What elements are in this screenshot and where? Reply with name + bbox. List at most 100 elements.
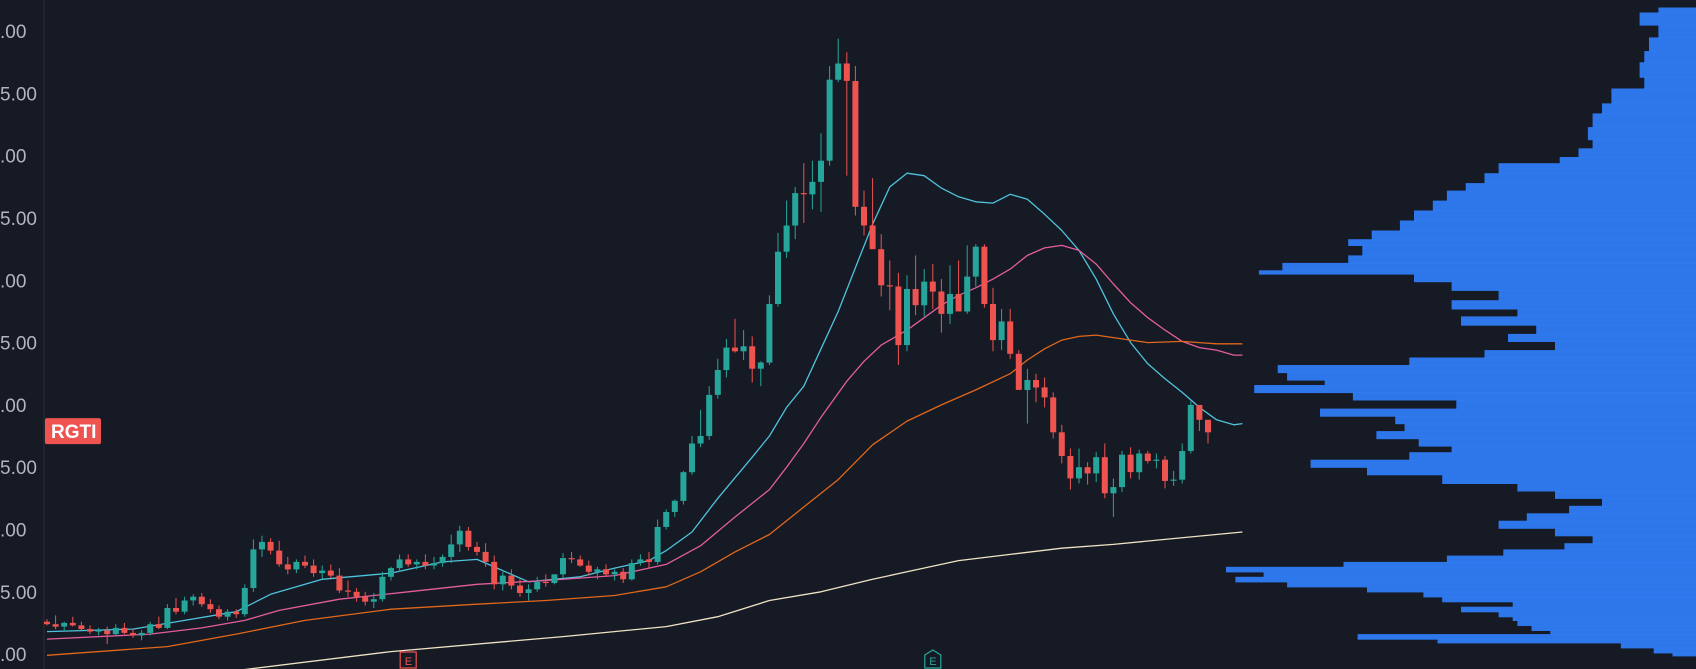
candle-body (465, 530, 472, 547)
candle (740, 330, 747, 360)
volume-profile-bar (1484, 350, 1696, 359)
candle-body (1007, 321, 1014, 354)
candle (1162, 456, 1168, 489)
candle (981, 244, 988, 308)
volume-profile-bar (1602, 103, 1696, 114)
candle (628, 559, 635, 581)
candle (783, 200, 790, 258)
candle-body (1041, 387, 1048, 398)
candle-body (697, 436, 704, 444)
candle-body (362, 596, 369, 602)
candle (947, 265, 953, 324)
candle (276, 540, 283, 567)
volume-profile-bar (1578, 148, 1696, 158)
volume-profile-bar (1644, 77, 1696, 89)
candle (456, 525, 463, 552)
candle-body (198, 596, 205, 605)
candle (964, 245, 971, 314)
candle-body (44, 621, 50, 625)
candle (147, 621, 154, 636)
candle (474, 541, 480, 556)
candle (319, 565, 326, 580)
ticker-badge[interactable]: RGTI (45, 418, 101, 445)
candle (164, 604, 171, 630)
volume-profile-bar (1498, 163, 1696, 174)
volume-profile-bar (1564, 543, 1696, 550)
candle (714, 358, 721, 399)
candle (689, 436, 695, 475)
candle (818, 133, 824, 212)
candle-body (1076, 467, 1082, 479)
candle (224, 609, 231, 621)
candle-body (861, 206, 867, 226)
candle (104, 626, 111, 645)
candle-body (52, 624, 59, 627)
candle-body (998, 321, 1005, 341)
candle-body (654, 527, 661, 562)
candle (379, 571, 386, 602)
volume-profile-bar (1404, 423, 1696, 432)
candle (130, 629, 136, 638)
candle (843, 52, 850, 176)
y-tick-label: .00 (0, 147, 26, 168)
candle (216, 605, 222, 620)
candle-body (302, 561, 308, 566)
candle-body (603, 569, 609, 575)
candle-body (646, 559, 652, 562)
volume-profile-bar (1639, 62, 1696, 78)
candles (44, 38, 1211, 645)
y-tick-label: .00 (0, 271, 26, 292)
candle (611, 569, 618, 581)
candle (1093, 452, 1100, 483)
candle (517, 579, 523, 597)
candle-body (706, 394, 713, 436)
candle (499, 571, 506, 591)
candle-body (534, 581, 541, 590)
candle-body (508, 575, 515, 586)
price-axis: .00 5.00 .00 5.00 .00 5.00 .00 5.00 .00 5.00 .00 (0, 22, 37, 666)
candle-body (207, 604, 214, 610)
candle (912, 255, 919, 316)
candle (646, 551, 652, 569)
volume-profile-bar (1310, 459, 1696, 468)
candle (585, 560, 592, 576)
candle-body (929, 281, 936, 292)
candle (1041, 377, 1048, 408)
candle-body (250, 549, 257, 588)
volume-profile-bar (1620, 642, 1696, 649)
candle-body (61, 622, 68, 627)
candle-body (740, 346, 747, 352)
candle (87, 625, 93, 635)
candle-body (680, 472, 687, 501)
candle (491, 555, 498, 590)
volume-profile-bar (1461, 606, 1696, 613)
candle (190, 594, 197, 606)
volume-profile-bar (1587, 127, 1696, 141)
candle (1170, 470, 1177, 486)
candle-body (336, 575, 343, 591)
candle (370, 593, 377, 608)
candle (568, 551, 575, 564)
candle (439, 554, 446, 567)
ticker-badge-background (45, 418, 101, 445)
candle-body (689, 443, 695, 473)
candle-body (938, 291, 945, 314)
candle-body (1033, 380, 1039, 388)
candle-body (585, 565, 592, 572)
candle-body (818, 160, 824, 182)
candle-body (1067, 456, 1074, 479)
volume-profile-bar (1531, 625, 1696, 631)
candle (697, 409, 704, 448)
candle-body (525, 589, 532, 593)
candle-body (345, 590, 351, 592)
candle (508, 569, 515, 590)
candle (1084, 462, 1091, 485)
candle (1024, 368, 1031, 424)
volume-profile-bar (1446, 555, 1696, 563)
candle-body (826, 79, 833, 161)
candle (766, 295, 773, 365)
volume-profile-bar (1437, 639, 1696, 644)
candle-body (155, 624, 162, 628)
candle-body (499, 575, 506, 585)
